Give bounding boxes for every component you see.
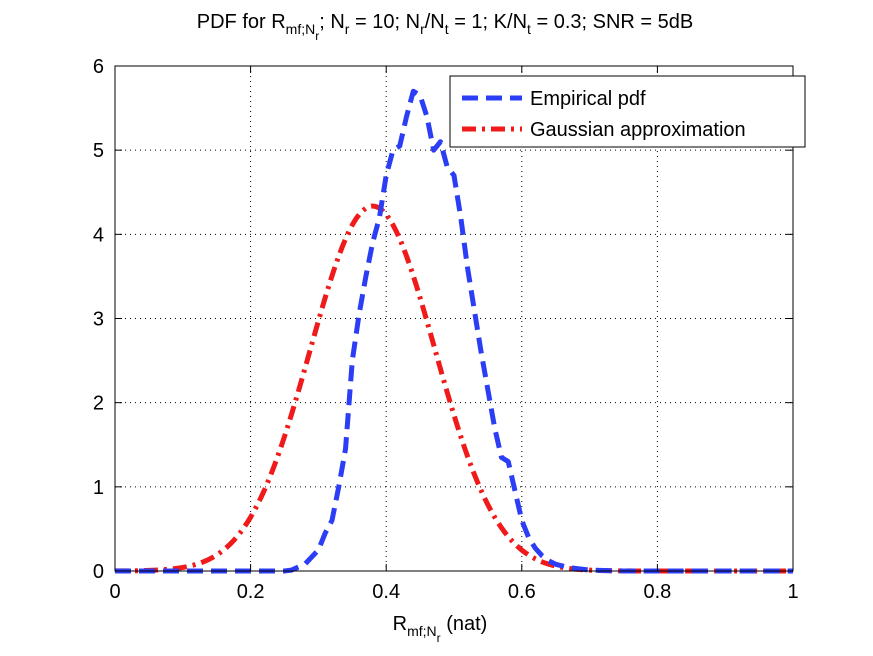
y-tick-labels: 0 1 2 3 4 5 6 <box>93 56 104 583</box>
y-tick-label: 6 <box>93 56 104 78</box>
y-tick-label: 3 <box>93 309 104 331</box>
label-part: PDF for R <box>197 11 286 33</box>
label-part: r <box>420 21 425 37</box>
label-part: t <box>527 21 531 37</box>
label-part: /N <box>425 11 445 33</box>
x-tick-label: 0.6 <box>508 581 536 603</box>
x-tick-label: 0.2 <box>237 581 265 603</box>
label-part: r <box>315 29 319 43</box>
label-part: R <box>393 613 407 635</box>
label-part: r <box>345 21 350 37</box>
legend: Empirical pdf Gaussian approximation <box>449 75 806 148</box>
label-part: mf;N <box>286 21 316 37</box>
series-line-gaussian-approximation <box>114 203 793 574</box>
y-tick-label: 4 <box>93 224 104 246</box>
chart-title: PDF for Rmf;Nr; Nr = 10; Nr/Nt = 1; K/Nt… <box>197 11 693 43</box>
x-tick-label: 0 <box>109 581 120 603</box>
axis-ticks <box>114 65 794 572</box>
y-tick-label: 1 <box>93 477 104 499</box>
label-part: ; N <box>319 11 345 33</box>
x-tick-labels: 0 0.2 0.4 0.6 0.8 1 <box>109 581 798 603</box>
x-axis-label: Rmf;Nr (nat) <box>393 613 488 645</box>
label-part: = 0.3; SNR = 5dB <box>531 11 693 33</box>
label-part: t <box>445 21 449 37</box>
label-part: mf;N <box>407 623 437 639</box>
legend-label: Empirical pdf <box>530 88 646 110</box>
y-tick-label: 5 <box>93 140 104 162</box>
x-tick-label: 0.8 <box>643 581 671 603</box>
y-tick-label: 2 <box>93 393 104 415</box>
x-tick-label: 1 <box>787 581 798 603</box>
legend-box <box>449 75 806 148</box>
label-part: = 10; N <box>349 11 420 33</box>
series-lines <box>114 88 793 574</box>
y-tick-label: 0 <box>93 561 104 583</box>
label-part: (nat) <box>441 613 488 635</box>
label-part: = 1; K/N <box>449 11 527 33</box>
grid <box>115 66 793 571</box>
label-part: r <box>437 631 441 645</box>
series-line-empirical-pdf <box>115 88 793 574</box>
x-tick-label: 0.4 <box>372 581 400 603</box>
legend-label: Gaussian approximation <box>530 119 746 141</box>
